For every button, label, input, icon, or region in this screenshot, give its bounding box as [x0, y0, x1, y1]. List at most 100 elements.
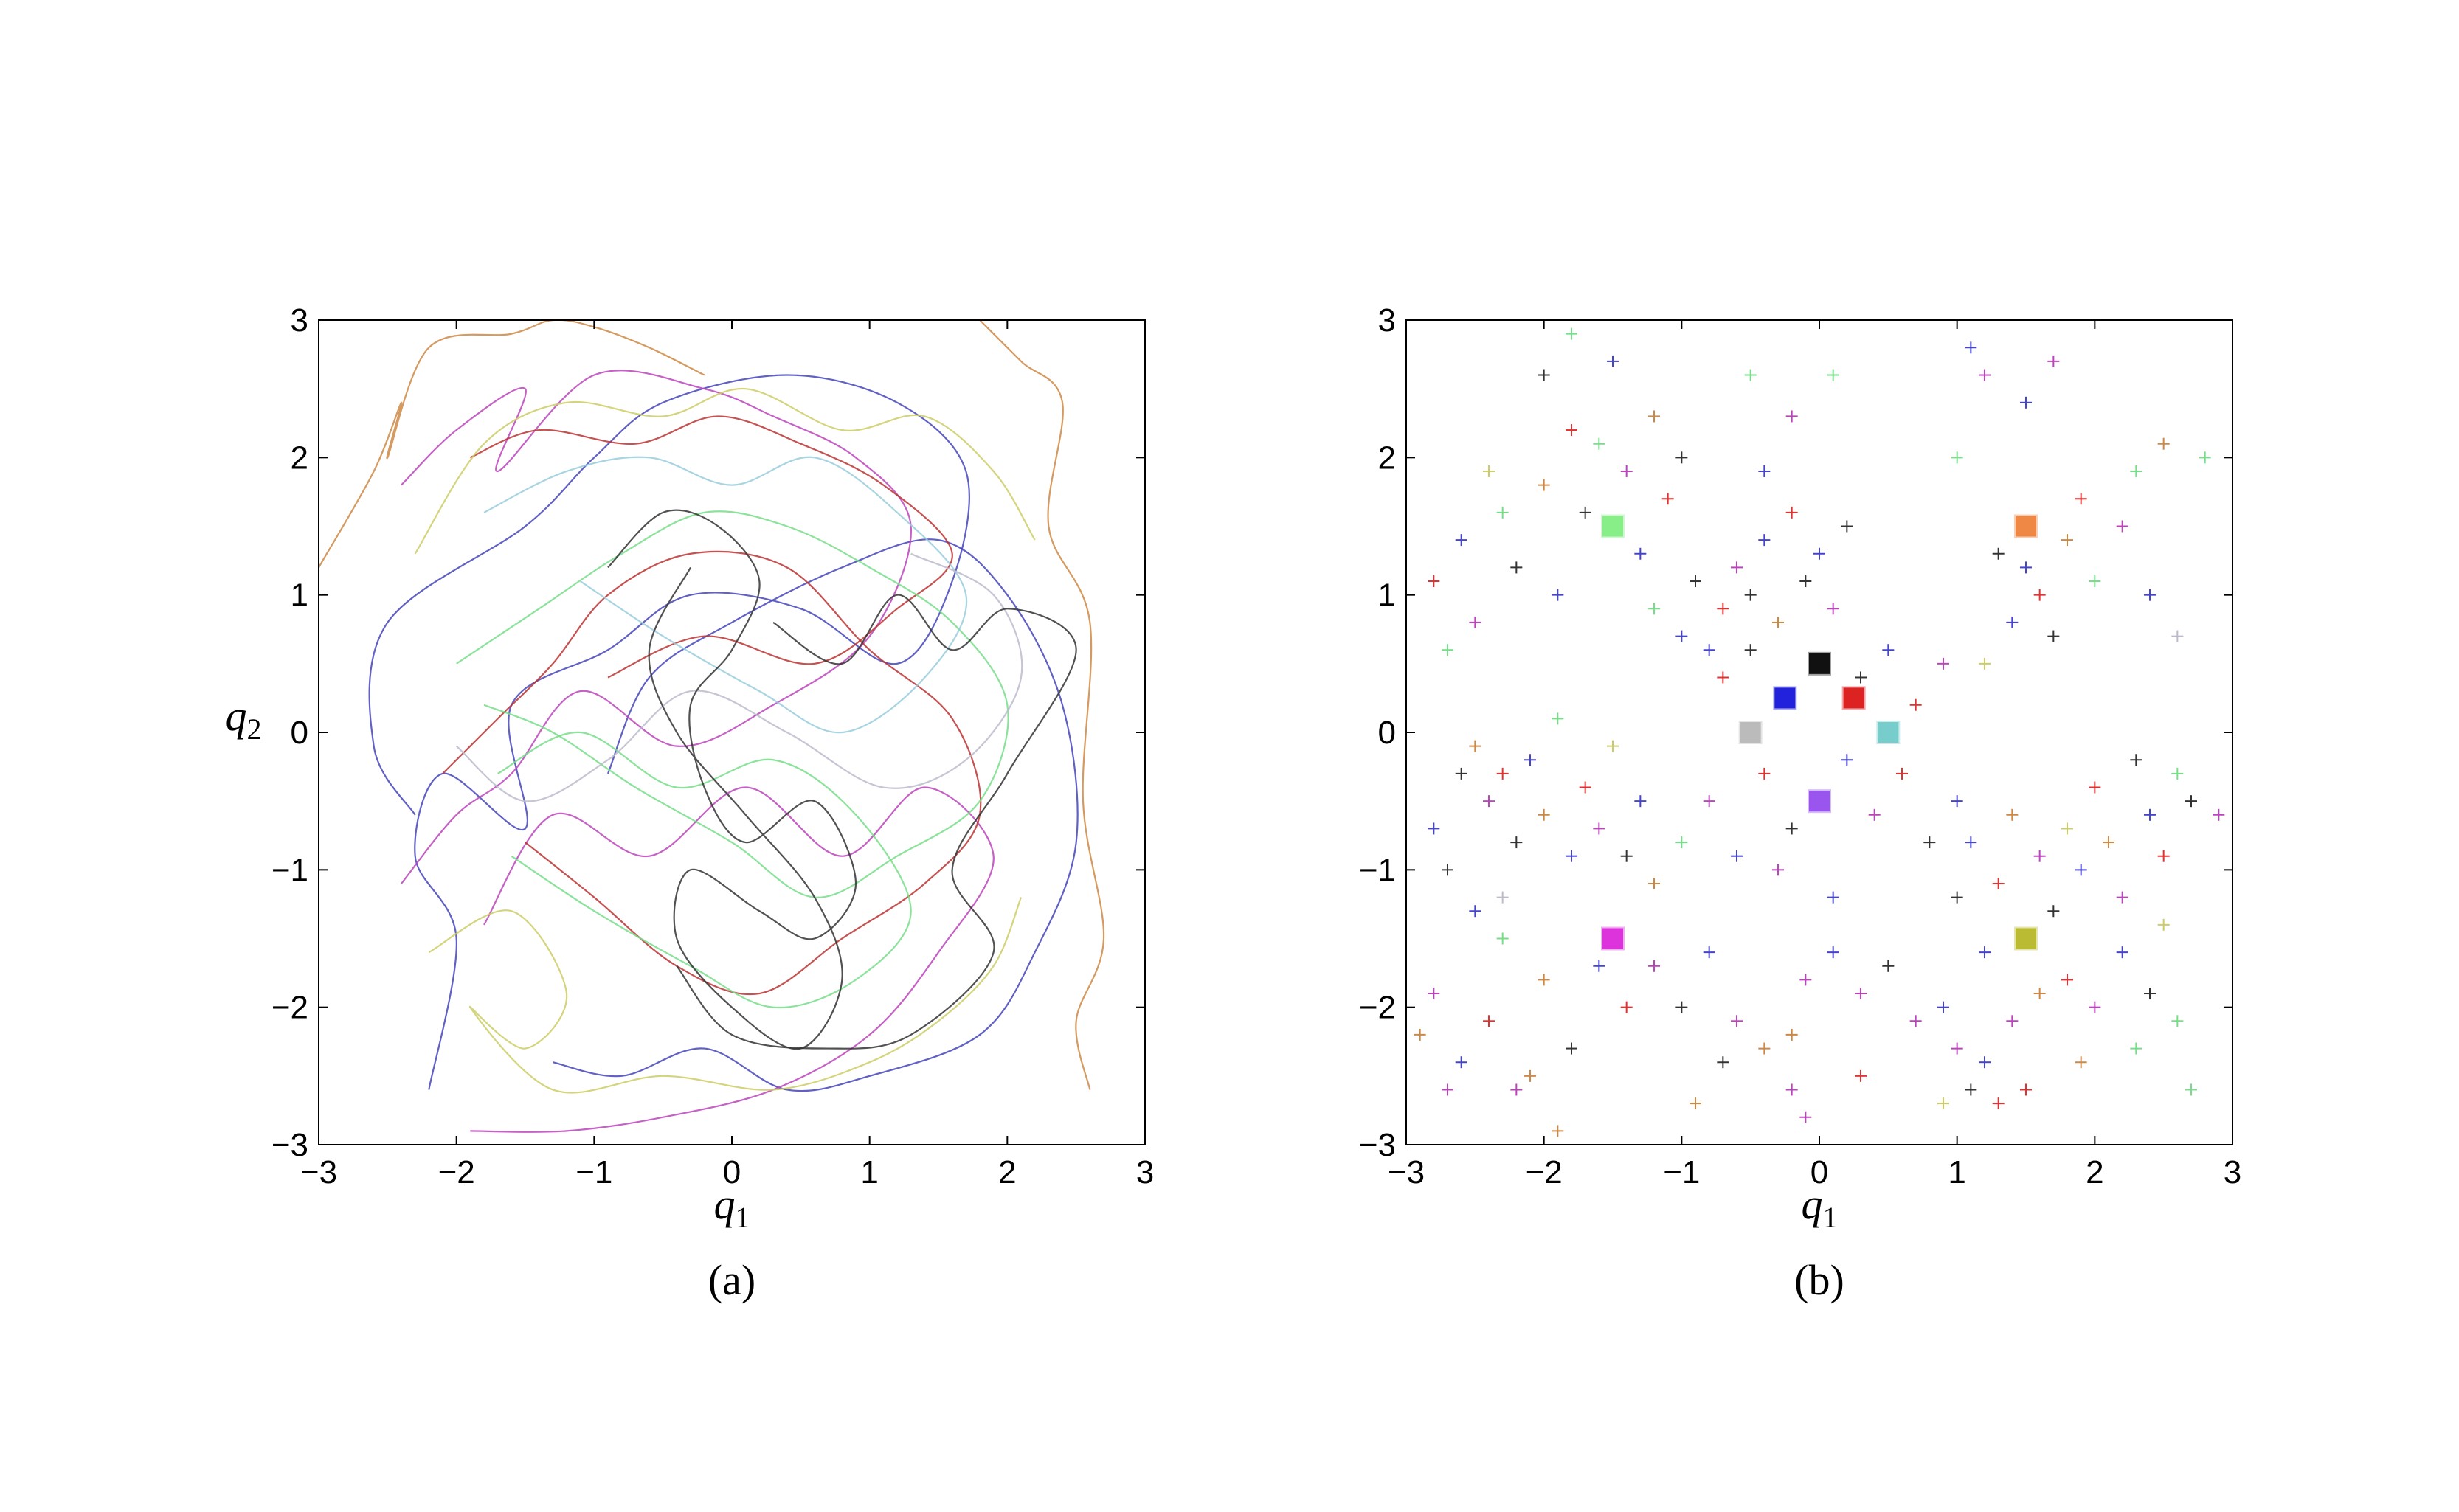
y-tick-label: −3: [272, 1127, 308, 1163]
scatter-point-plus: [2157, 437, 2170, 450]
scatter-point-plus: [1648, 877, 1660, 889]
scatter-point-plus: [1648, 603, 1660, 615]
y-tick-label: −1: [272, 852, 308, 888]
scatter-point-plus: [1566, 424, 1577, 437]
scatter-point-plus: [2020, 1083, 2032, 1096]
scatter-point-plus: [1744, 369, 1757, 381]
scatter-point-plus: [1455, 767, 1467, 780]
x-tick-label: −3: [300, 1154, 337, 1190]
scatter-point-plus: [1690, 575, 1701, 588]
scatter-point-plus: [1469, 740, 1481, 752]
panel-b-scatter: −3 −2 −1 0 1 2 3 −3 −2 −1 0 1 2 3 q1 (b): [1359, 302, 2241, 1304]
cluster-center-marker: [1738, 721, 1763, 744]
scatter-point-plus: [1909, 1015, 1922, 1027]
scatter-point-plus: [1951, 891, 1963, 904]
scatter-point-plus: [1524, 754, 1536, 766]
y-tick-label: 1: [1378, 578, 1396, 614]
trajectory-series-line: [318, 319, 705, 568]
scatter-point-plus: [1552, 589, 1564, 601]
scatter-point-plus: [2171, 1015, 2184, 1027]
trajectory-series-line: [456, 510, 1009, 898]
scatter-point-plus: [1799, 974, 1812, 986]
scatter-point-plus: [1951, 1042, 1963, 1055]
scatter-point-plus: [1455, 1056, 1467, 1069]
scatter-point-plus: [1579, 781, 1591, 794]
scatter-point-plus: [1965, 1083, 1977, 1096]
scatter-point-plus: [1717, 671, 1729, 684]
trajectory-series-line: [401, 370, 912, 884]
scatter-point-plus: [2089, 781, 2101, 794]
scatter-point-plus: [2144, 808, 2156, 821]
x-tick-label: −3: [1388, 1154, 1425, 1190]
panel-a-caption: (a): [708, 1256, 755, 1304]
scatter-point-plus: [1538, 369, 1550, 381]
x-tick-label: −2: [438, 1154, 475, 1190]
scatter-point-plus: [1909, 698, 1922, 711]
cluster-center-marker: [1808, 651, 1831, 676]
scatter-point-plus: [2006, 616, 2019, 628]
scatter-point-plus: [1469, 616, 1481, 628]
scatter-point-plus: [1496, 932, 1509, 945]
scatter-point-plus: [1566, 850, 1577, 862]
x-tick-label: −1: [1663, 1154, 1700, 1190]
trajectory-series-line: [455, 552, 1023, 802]
scatter-point-plus: [1785, 1083, 1798, 1096]
scatter-point-plus: [1717, 1056, 1729, 1069]
scatter-point-plus: [1661, 493, 1674, 505]
cluster-center-marker: [1876, 721, 1901, 744]
scatter-point-plus: [1855, 988, 1867, 1000]
scatter-point-plus: [2144, 988, 2156, 1000]
cluster-center-marker: [2014, 514, 2038, 538]
scatter-point-plus: [2006, 808, 2019, 821]
scatter-point-plus: [1841, 754, 1853, 766]
scatter-point-plus: [1855, 1069, 1867, 1082]
scatter-point-plus: [1607, 355, 1619, 367]
scatter-point-plus: [2185, 795, 2197, 808]
trajectory-series-line: [979, 319, 1105, 1090]
trajectory-series-line: [607, 509, 857, 1050]
scatter-point-plus: [1758, 465, 1771, 477]
panel-a-series-group: [318, 319, 1105, 1133]
scatter-point-plus: [1593, 822, 1605, 835]
scatter-point-plus: [1855, 671, 1867, 684]
scatter-point-plus: [1675, 630, 1688, 642]
scatter-point-plus: [1882, 960, 1895, 972]
trajectory-series-line: [428, 897, 1023, 1094]
scatter-point-plus: [1827, 946, 1839, 959]
scatter-point-plus: [1620, 465, 1633, 477]
cluster-center-marker: [1808, 789, 1831, 814]
trajectory-series-line: [368, 374, 970, 1090]
scatter-point-plus: [1772, 864, 1784, 876]
y-tick-label: 0: [1378, 715, 1396, 751]
scatter-point-plus: [1717, 603, 1729, 615]
scatter-point-plus: [1992, 547, 2005, 560]
cluster-center-marker: [1773, 686, 1797, 710]
scatter-point-plus: [1896, 767, 1908, 780]
scatter-point-plus: [1675, 1001, 1688, 1013]
panel-b-xlabel: q1: [1802, 1180, 1838, 1234]
scatter-point-plus: [2171, 767, 2184, 780]
scatter-point-plus: [1442, 1083, 1453, 1096]
scatter-point-plus: [1785, 506, 1798, 519]
x-tick-label: 0: [1810, 1154, 1828, 1190]
scatter-point-plus: [1579, 506, 1591, 519]
scatter-point-plus: [2130, 754, 2142, 766]
scatter-point-plus: [1965, 836, 1977, 849]
scatter-point-plus: [1785, 410, 1798, 423]
y-tick-label: 3: [291, 302, 308, 339]
scatter-point-plus: [1510, 836, 1523, 849]
scatter-point-plus: [1496, 506, 1509, 519]
scatter-point-plus: [1841, 520, 1853, 533]
scatter-point-plus: [2089, 575, 2101, 588]
scatter-point-plus: [2199, 451, 2211, 464]
panel-b-ticks: −3 −2 −1 0 1 2 3 −3 −2 −1 0 1 2 3: [1359, 302, 2241, 1190]
scatter-point-plus: [1690, 1097, 1701, 1110]
scatter-point-plus: [1937, 1097, 1949, 1110]
panel-a-ticks: −3 −2 −1 0 1 2 3 −3 −2 −1 0 1 2 3: [272, 302, 1154, 1190]
trajectory-series-line: [469, 415, 953, 679]
scatter-point-plus: [1510, 561, 1523, 574]
scatter-point-plus: [1648, 410, 1660, 423]
scatter-point-plus: [2033, 850, 2046, 862]
y-tick-label: −2: [272, 990, 308, 1026]
scatter-point-plus: [1524, 1069, 1536, 1082]
